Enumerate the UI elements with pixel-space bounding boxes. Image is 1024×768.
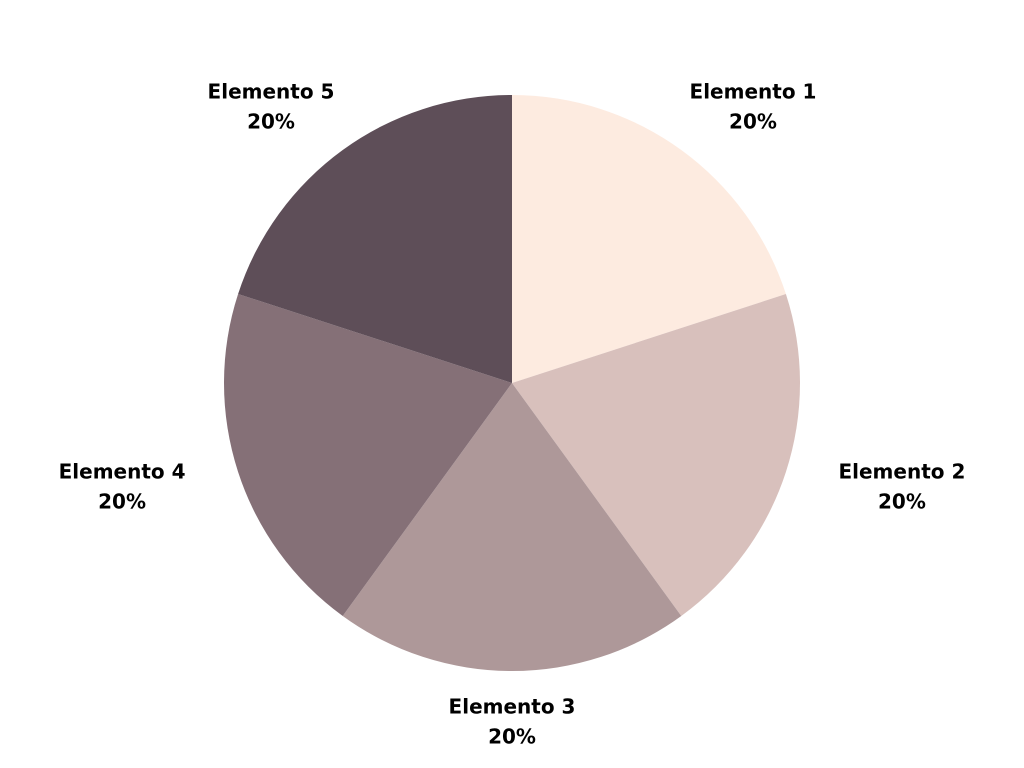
value-label: 20% (878, 490, 926, 514)
slice-label: Elemento 3 (449, 695, 576, 719)
slice-label: Elemento 1 (690, 79, 817, 103)
value-label: 20% (729, 109, 777, 133)
pie-slice (342, 383, 682, 671)
slice-label: Elemento 5 (208, 79, 335, 103)
pie-slice (224, 294, 513, 616)
pie-slice (512, 95, 786, 383)
pie-slice (238, 95, 513, 383)
slice-label: Elemento 2 (838, 460, 965, 484)
value-label: 20% (488, 725, 536, 749)
value-label: 20% (247, 109, 295, 133)
pie-slice (512, 294, 801, 616)
slice-label: Elemento 4 (59, 460, 186, 484)
value-label: 20% (98, 490, 146, 514)
